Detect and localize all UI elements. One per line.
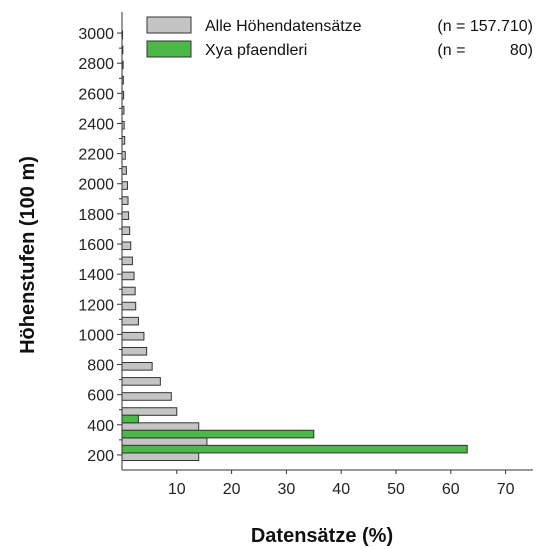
axes	[117, 12, 533, 474]
bar-alle-700	[121, 377, 161, 386]
x-tick-label-30: 30	[278, 481, 296, 498]
x-axis-title: Datensätze (%)	[251, 525, 393, 547]
y-axis-title: Höhenstufen (100 m)	[17, 156, 39, 354]
bar-alle-900	[121, 346, 148, 356]
x-tick-label-70: 70	[497, 481, 515, 498]
y-tick-label-2000: 2000	[78, 177, 114, 194]
y-tick-label-3000: 3000	[78, 26, 114, 43]
y-tick-label-1200: 1200	[78, 297, 114, 314]
legend-label-xya: Xya pfaendleri	[205, 42, 307, 59]
legend-swatch-xya	[146, 40, 192, 58]
y-tick-label-1000: 1000	[78, 327, 114, 344]
bar-alle-500	[121, 407, 178, 416]
bar-alle-1400	[121, 271, 135, 281]
y-tick-label-1600: 1600	[78, 237, 114, 254]
legend-n-xya: (n = 80)	[437, 42, 533, 59]
bar-alle-1100	[121, 316, 139, 326]
bar-alle-300	[121, 437, 208, 446]
x-tick-label-40: 40	[332, 481, 350, 498]
bar-alle-1700	[121, 226, 131, 236]
y-tick-label-1800: 1800	[78, 207, 114, 224]
bar-alle-800	[121, 362, 153, 371]
bar-alle-600	[121, 392, 172, 401]
x-tick-label-60: 60	[442, 481, 460, 498]
y-tick-label-600: 600	[87, 388, 114, 405]
y-tick-label-400: 400	[87, 418, 114, 435]
y-tick-labels: 200 400 600 800 1000 1200 1400 1600 1800 2000 2200…	[78, 26, 114, 465]
bar-alle-1200	[121, 301, 137, 311]
bar-alle-200	[121, 452, 200, 462]
bar-alle-1900	[121, 196, 129, 205]
bar-alle-2100	[121, 166, 127, 175]
legend-n-alle: (n = 157.710)	[437, 18, 533, 35]
bars	[121, 30, 468, 462]
y-tick-label-2800: 2800	[78, 56, 114, 73]
bar-alle-1600	[121, 241, 132, 251]
y-tick-label-2400: 2400	[78, 116, 114, 133]
bar-alle-1500	[121, 256, 133, 266]
y-tick-label-1400: 1400	[78, 267, 114, 284]
bar-alle-400	[121, 422, 200, 431]
bar-alle-1300	[121, 286, 136, 296]
bar-alle-1800	[121, 211, 130, 220]
y-tick-label-200: 200	[87, 448, 114, 465]
bar-alle-2000	[121, 181, 128, 190]
bar-alle-1000	[121, 331, 145, 341]
bar-xya-300	[121, 429, 315, 439]
y-tick-label-2200: 2200	[78, 147, 114, 164]
y-tick-label-800: 800	[87, 358, 114, 375]
bar-xya-200	[121, 444, 468, 454]
bar-xya-400	[121, 414, 139, 424]
x-tick-label-10: 10	[168, 481, 186, 498]
legend-swatch-alle	[146, 16, 192, 34]
y-tick-label-2600: 2600	[78, 86, 114, 103]
legend: Alle Höhendatensätze (n = 157.710) Xya p…	[146, 16, 533, 59]
x-tick-label-50: 50	[387, 481, 405, 498]
x-tick-label-20: 20	[223, 481, 241, 498]
legend-label-alle: Alle Höhendatensätze	[205, 18, 362, 35]
x-tick-labels: 10 20 30 40 50 60 70	[168, 481, 515, 498]
